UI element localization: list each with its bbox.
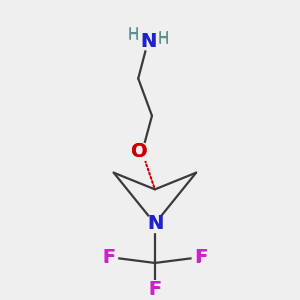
Text: F: F [103, 248, 115, 266]
Text: F: F [148, 280, 161, 299]
Text: N: N [147, 214, 163, 233]
Text: H: H [157, 32, 169, 47]
Circle shape [146, 280, 164, 298]
Text: F: F [102, 248, 116, 267]
Text: N: N [140, 32, 156, 51]
Circle shape [139, 32, 157, 50]
Circle shape [100, 248, 118, 266]
Text: N: N [140, 32, 156, 51]
Text: F: F [149, 280, 161, 298]
Text: N: N [147, 214, 163, 233]
Text: F: F [194, 248, 208, 267]
Circle shape [146, 215, 164, 232]
Text: H: H [128, 28, 139, 43]
Text: H: H [128, 27, 139, 42]
Circle shape [192, 248, 210, 266]
Text: O: O [131, 142, 148, 160]
Circle shape [133, 143, 151, 161]
Text: H: H [157, 31, 169, 46]
Text: F: F [195, 248, 207, 266]
Text: O: O [131, 142, 148, 160]
